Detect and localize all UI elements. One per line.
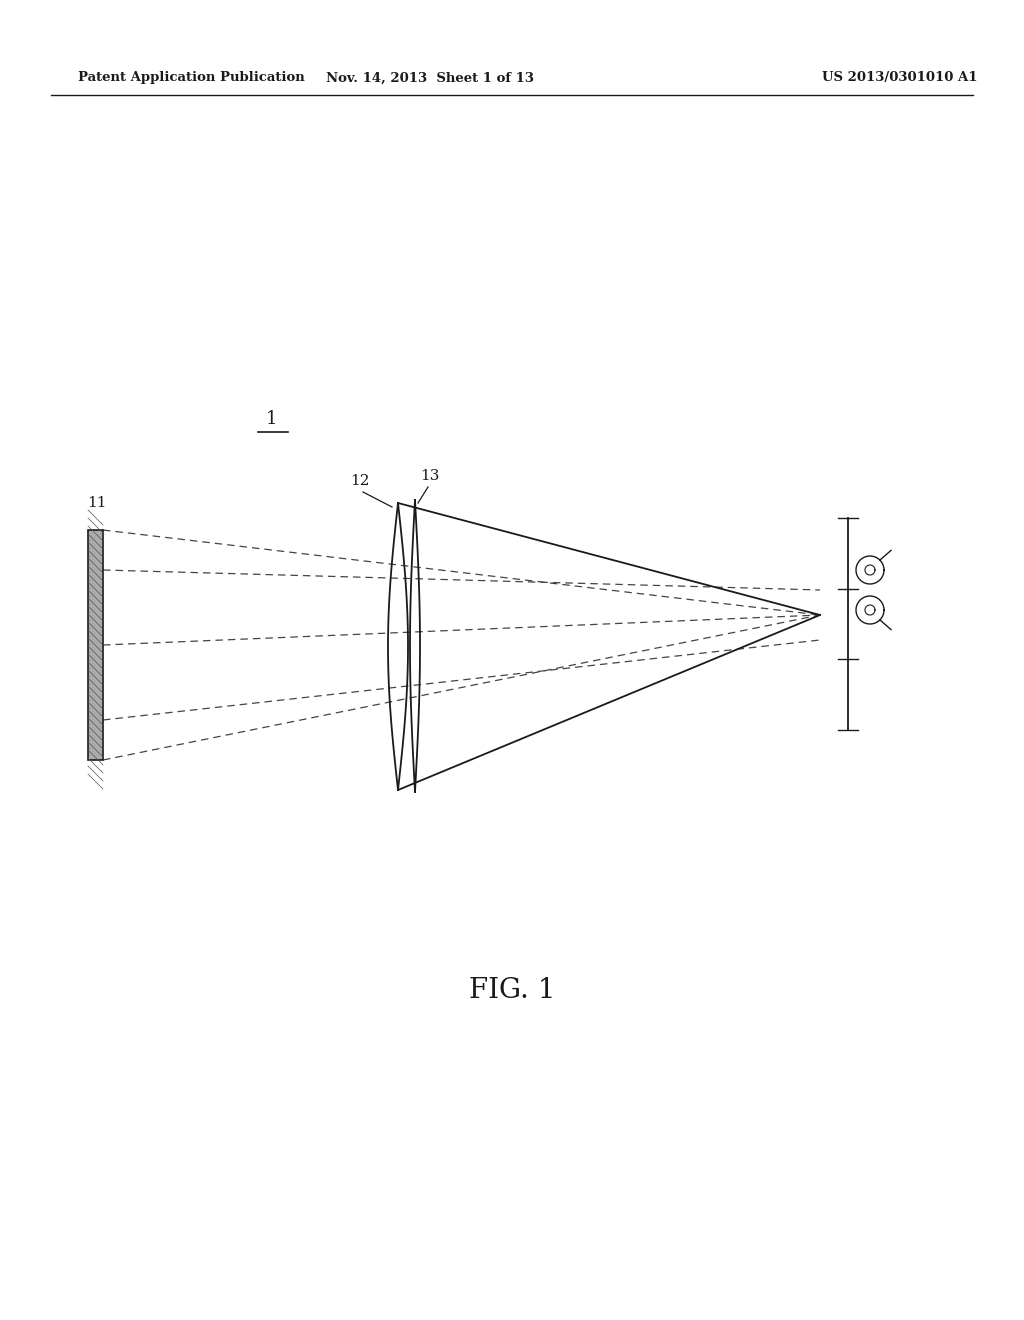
Text: 12: 12 (350, 474, 370, 488)
Text: Patent Application Publication: Patent Application Publication (78, 71, 305, 84)
Text: 13: 13 (420, 469, 439, 483)
Text: FIG. 1: FIG. 1 (469, 977, 555, 1003)
Bar (88, 531, 103, 760)
Text: 1: 1 (266, 411, 278, 428)
Text: Nov. 14, 2013  Sheet 1 of 13: Nov. 14, 2013 Sheet 1 of 13 (326, 71, 534, 84)
Text: US 2013/0301010 A1: US 2013/0301010 A1 (822, 71, 978, 84)
Text: 11: 11 (87, 496, 106, 510)
